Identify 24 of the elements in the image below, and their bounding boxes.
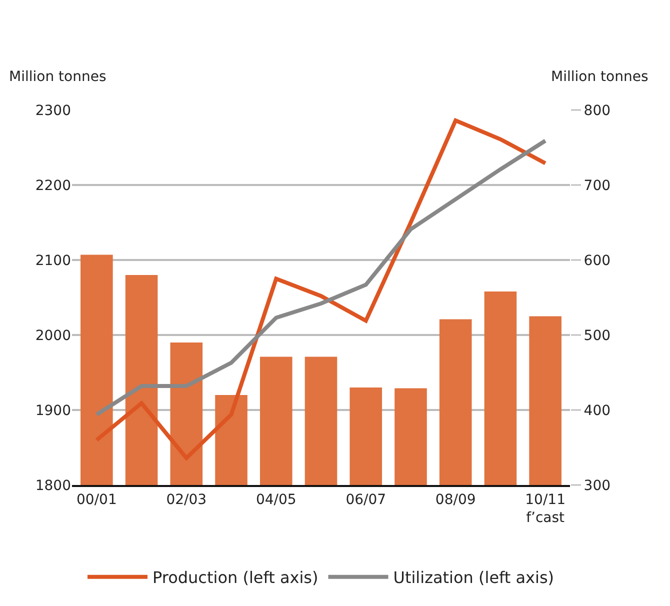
y2-tick-label: 700 — [584, 178, 611, 194]
x-tick-label: 10/11 f’cast — [525, 492, 566, 526]
y2-tick-label: 500 — [584, 328, 611, 344]
legend-label: Utilization (left axis) — [393, 568, 554, 588]
y-tick-label: 1900 — [35, 402, 71, 419]
y-tick-label: 2100 — [35, 252, 71, 269]
legend-label: Production (left axis) — [152, 568, 318, 588]
y-tick-label: 2000 — [35, 328, 71, 344]
x-tick-label: 04/05 — [256, 492, 296, 508]
y-axis-title: Million tonnes — [9, 69, 106, 85]
x-tick-label: 08/09 — [435, 492, 476, 508]
y2-tick-label: 300 — [584, 478, 611, 494]
x-tick-label: 00/01 — [76, 492, 117, 508]
y-tick-label: 1800 — [35, 478, 71, 494]
line-series — [94, 118, 548, 460]
y2-tick-label: 800 — [584, 102, 611, 119]
y2-tick-label: 600 — [584, 252, 611, 269]
x-tick-label: 06/07 — [346, 492, 386, 508]
line-series — [94, 138, 548, 416]
y2-axis-title: Million tonnes — [551, 69, 648, 85]
y-tick-label: 2200 — [35, 178, 71, 194]
y2-tick-label: 400 — [584, 402, 611, 419]
y-tick-label: 2300 — [35, 102, 71, 119]
x-tick-label: 02/03 — [166, 492, 207, 508]
